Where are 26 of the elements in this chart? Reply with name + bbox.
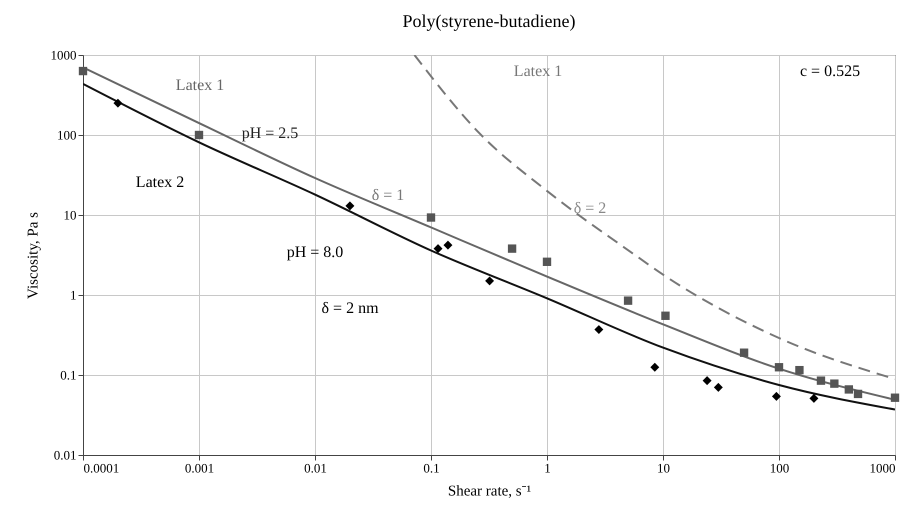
y-tick-label: 0.1 [60, 368, 76, 382]
x-tick-label: 0.001 [184, 460, 214, 476]
annotation: δ = 2 [574, 200, 606, 217]
y-tick-label: 1 [70, 288, 76, 302]
y-tick-label: 100 [57, 128, 76, 142]
y-tick-label: 10 [64, 208, 76, 222]
annotation: pH = 2.5 [242, 125, 298, 142]
x-tick-label: 0.01 [304, 460, 327, 476]
y-axis-title: Viscosity, Pa s [26, 212, 42, 299]
annotation: δ = 2 nm [321, 300, 380, 317]
x-tick-label: 10 [657, 460, 670, 476]
annotation: Latex 1 [514, 63, 562, 80]
annotation: Latex 1 [176, 77, 224, 94]
x-axis-title: Shear rate, s⁻¹ [448, 484, 532, 500]
y-tick-label: 1000 [50, 48, 76, 62]
y-tick-label: 0.01 [54, 448, 76, 462]
x-tick-label: 100 [770, 460, 790, 476]
annotation: Latex 2 [136, 174, 184, 191]
x-tick-label: 0.1 [423, 460, 440, 476]
chart-title: Poly(styrene-butadiene) [402, 11, 576, 31]
annotation: pH = 8.0 [286, 244, 344, 261]
x-tick-label: 1000 [870, 460, 896, 476]
x-tick-label: 1 [544, 460, 551, 476]
x-tick-label: 0.0001 [84, 460, 120, 476]
annotation: c = 0.525 [800, 63, 860, 80]
annotation: δ = 1 [372, 187, 404, 204]
